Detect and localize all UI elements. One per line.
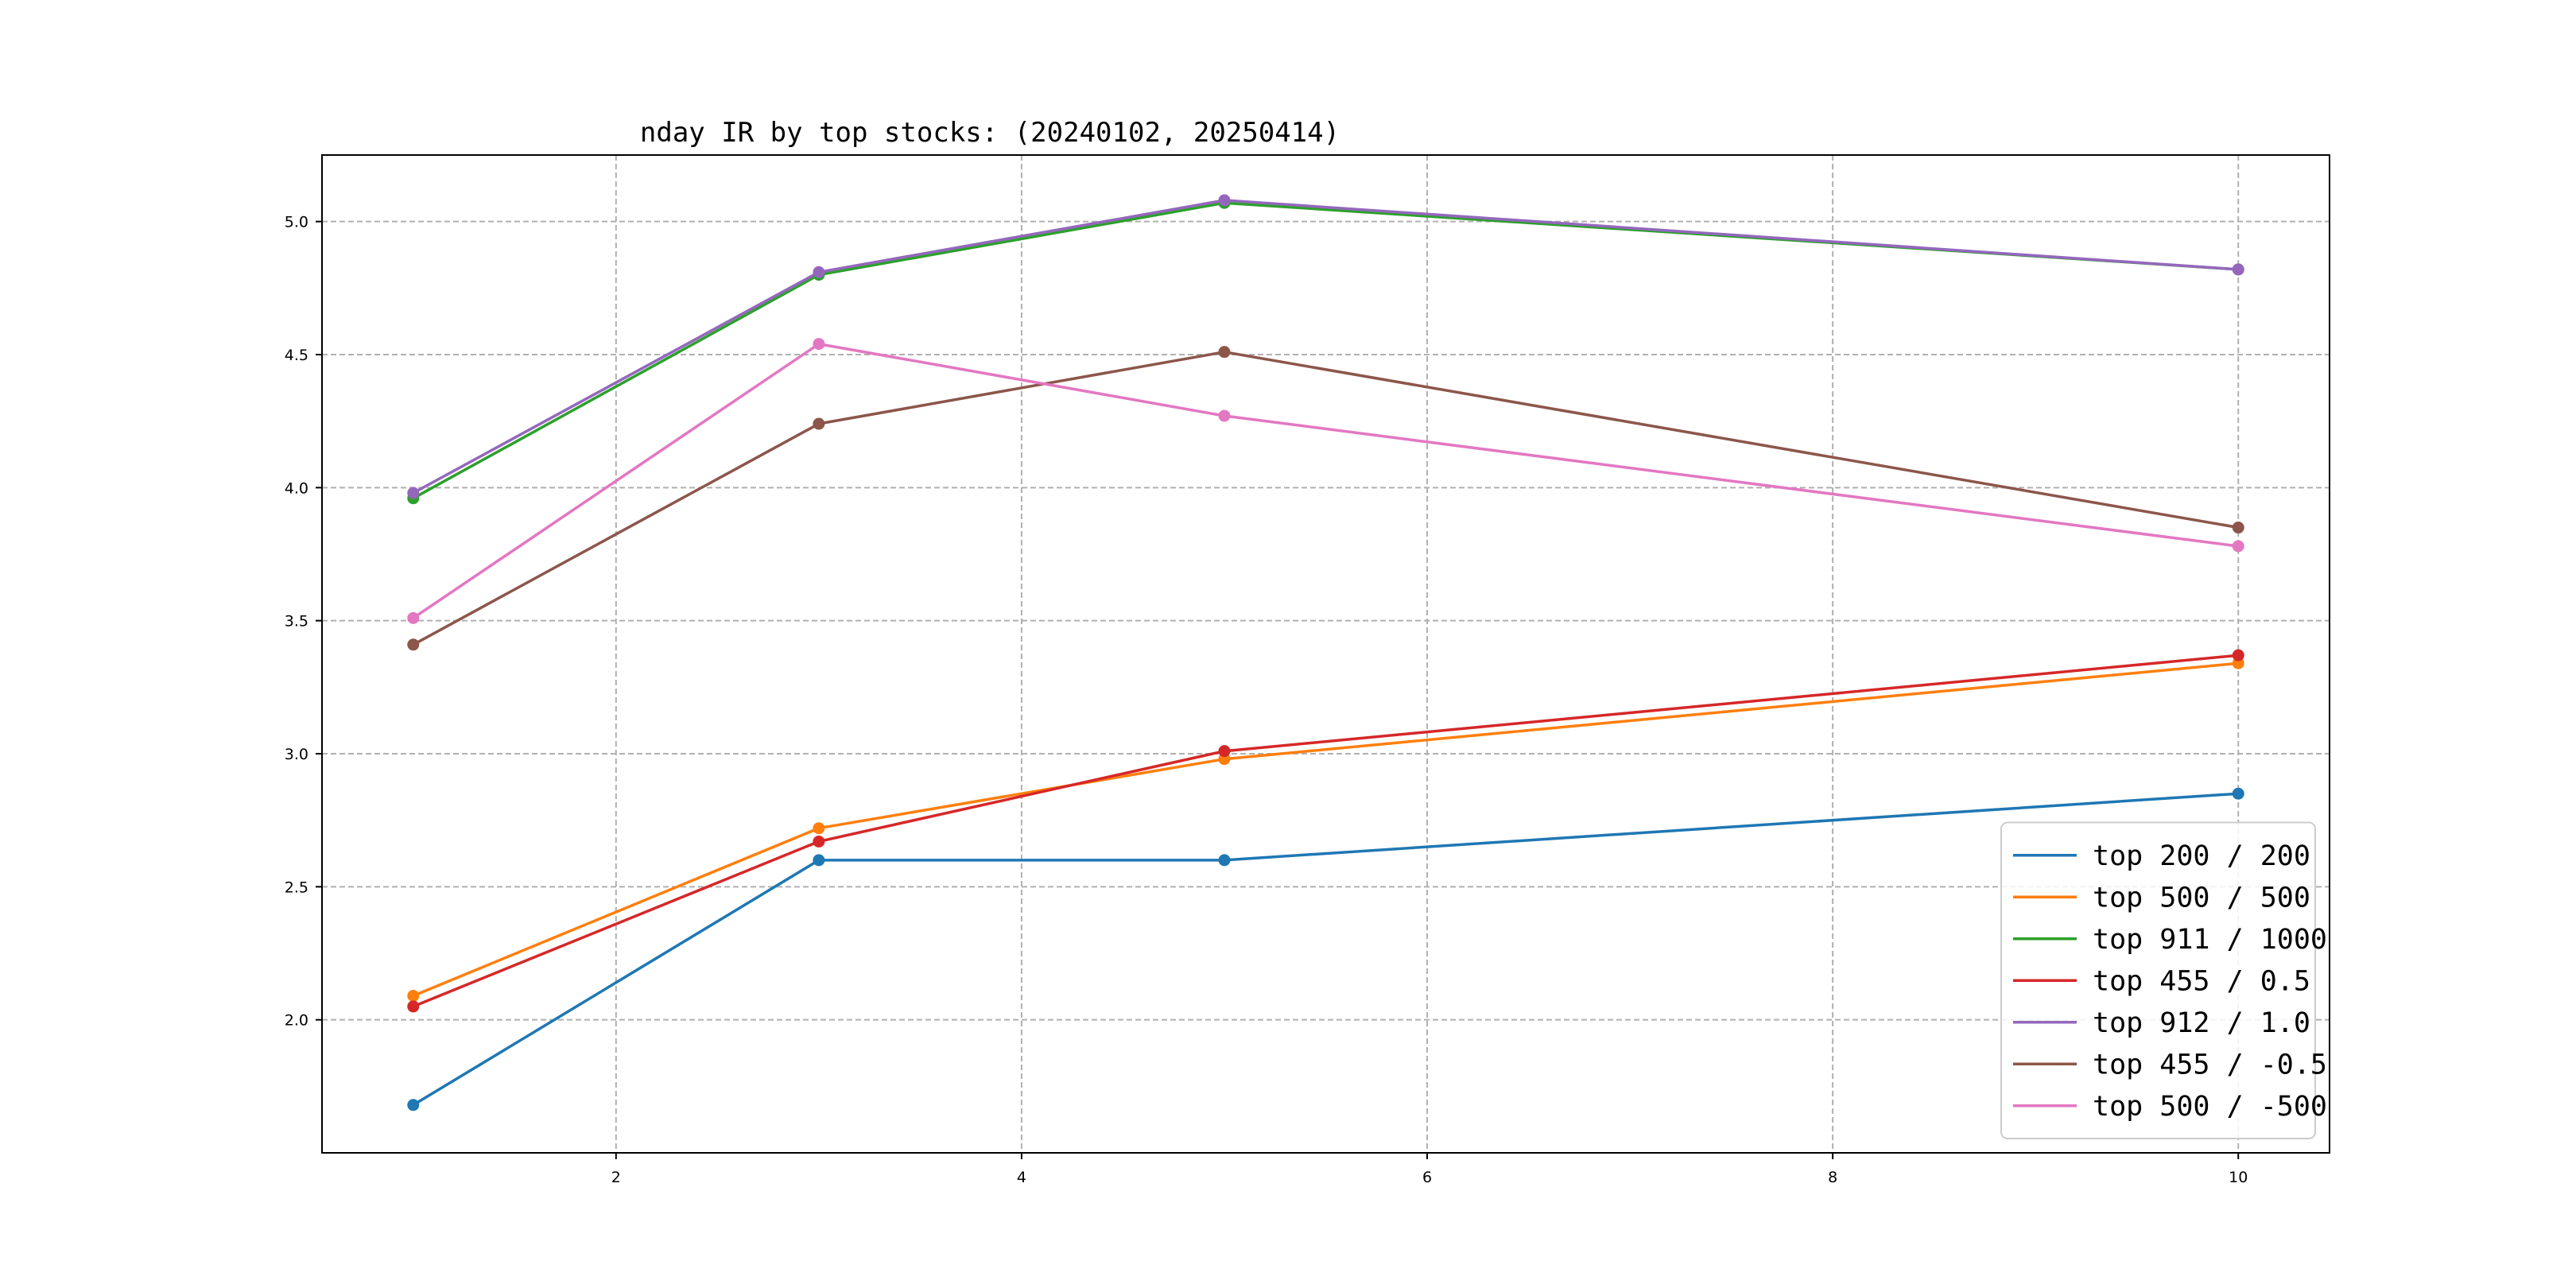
data-point — [407, 1000, 420, 1013]
y-tick-label: 2.0 — [285, 1012, 308, 1030]
legend-label: top 912 / 1.0 — [2093, 1007, 2310, 1039]
series-line — [412, 342, 2239, 619]
data-point — [813, 417, 825, 430]
x-tick-label: 8 — [1828, 1169, 1837, 1186]
x-tick-label: 10 — [2229, 1169, 2248, 1186]
data-point — [1218, 409, 1231, 422]
series-4 — [407, 649, 2244, 1013]
data-point — [2232, 649, 2244, 661]
data-point — [1218, 346, 1231, 359]
series-line — [412, 199, 2239, 495]
series-line — [412, 792, 2239, 1107]
axis-ticks: 2 4 6 8 10 2.0 2.5 3.0 3.5 4.0 4.5 5.0 — [285, 214, 2248, 1186]
data-point — [813, 854, 825, 867]
legend-label: top 200 / 200 — [2093, 840, 2310, 872]
legend-label: top 500 / 500 — [2093, 882, 2310, 914]
legend-box — [2000, 821, 2316, 1139]
legend-label: top 500 / -500 — [2093, 1091, 2327, 1123]
series-6 — [407, 346, 2244, 651]
series-group — [407, 194, 2244, 1111]
legend-label: top 911 / 1000 — [2093, 924, 2327, 956]
data-point — [813, 835, 825, 848]
data-point — [1218, 745, 1231, 758]
series-line — [412, 350, 2239, 646]
legend-label: top 455 / 0.5 — [2093, 965, 2310, 997]
x-tick-label: 4 — [1017, 1169, 1026, 1186]
legend-label: top 455 / -0.5 — [2093, 1049, 2327, 1080]
y-tick-label: 4.5 — [285, 347, 308, 364]
data-point — [1218, 194, 1231, 207]
plot-area-frame — [321, 154, 2330, 1154]
series-line — [413, 654, 2239, 1008]
x-tick-label: 6 — [1422, 1169, 1432, 1186]
series-line — [412, 201, 2239, 500]
data-point — [407, 487, 420, 499]
legend: top 200 / 200 top 500 / 500 top 911 / 1000… — [2000, 821, 2327, 1139]
y-tick-label: 5.0 — [285, 214, 308, 231]
y-tick-label: 3.0 — [285, 746, 308, 763]
series-5 — [407, 194, 2244, 499]
series-2 — [407, 657, 2244, 1003]
data-point — [813, 338, 825, 351]
series-line — [413, 661, 2239, 998]
data-point — [407, 638, 420, 651]
data-point — [2232, 540, 2244, 553]
data-point — [407, 1099, 420, 1111]
data-point — [2232, 522, 2244, 534]
data-point — [407, 990, 420, 1003]
series-1 — [407, 787, 2244, 1111]
data-point — [407, 611, 420, 624]
chart-title: nday IR by top stocks: (20240102, 202504… — [640, 117, 1340, 149]
data-point — [2232, 787, 2244, 800]
x-tick-label: 2 — [611, 1169, 621, 1186]
data-point — [813, 266, 825, 278]
y-tick-label: 4.0 — [285, 479, 308, 497]
series-3 — [407, 196, 2244, 505]
data-point — [813, 822, 825, 835]
y-tick-label: 2.5 — [285, 879, 308, 896]
series-7 — [407, 338, 2244, 624]
y-tick-label: 3.5 — [285, 613, 308, 630]
data-point — [2232, 263, 2244, 276]
data-point — [1218, 854, 1231, 867]
